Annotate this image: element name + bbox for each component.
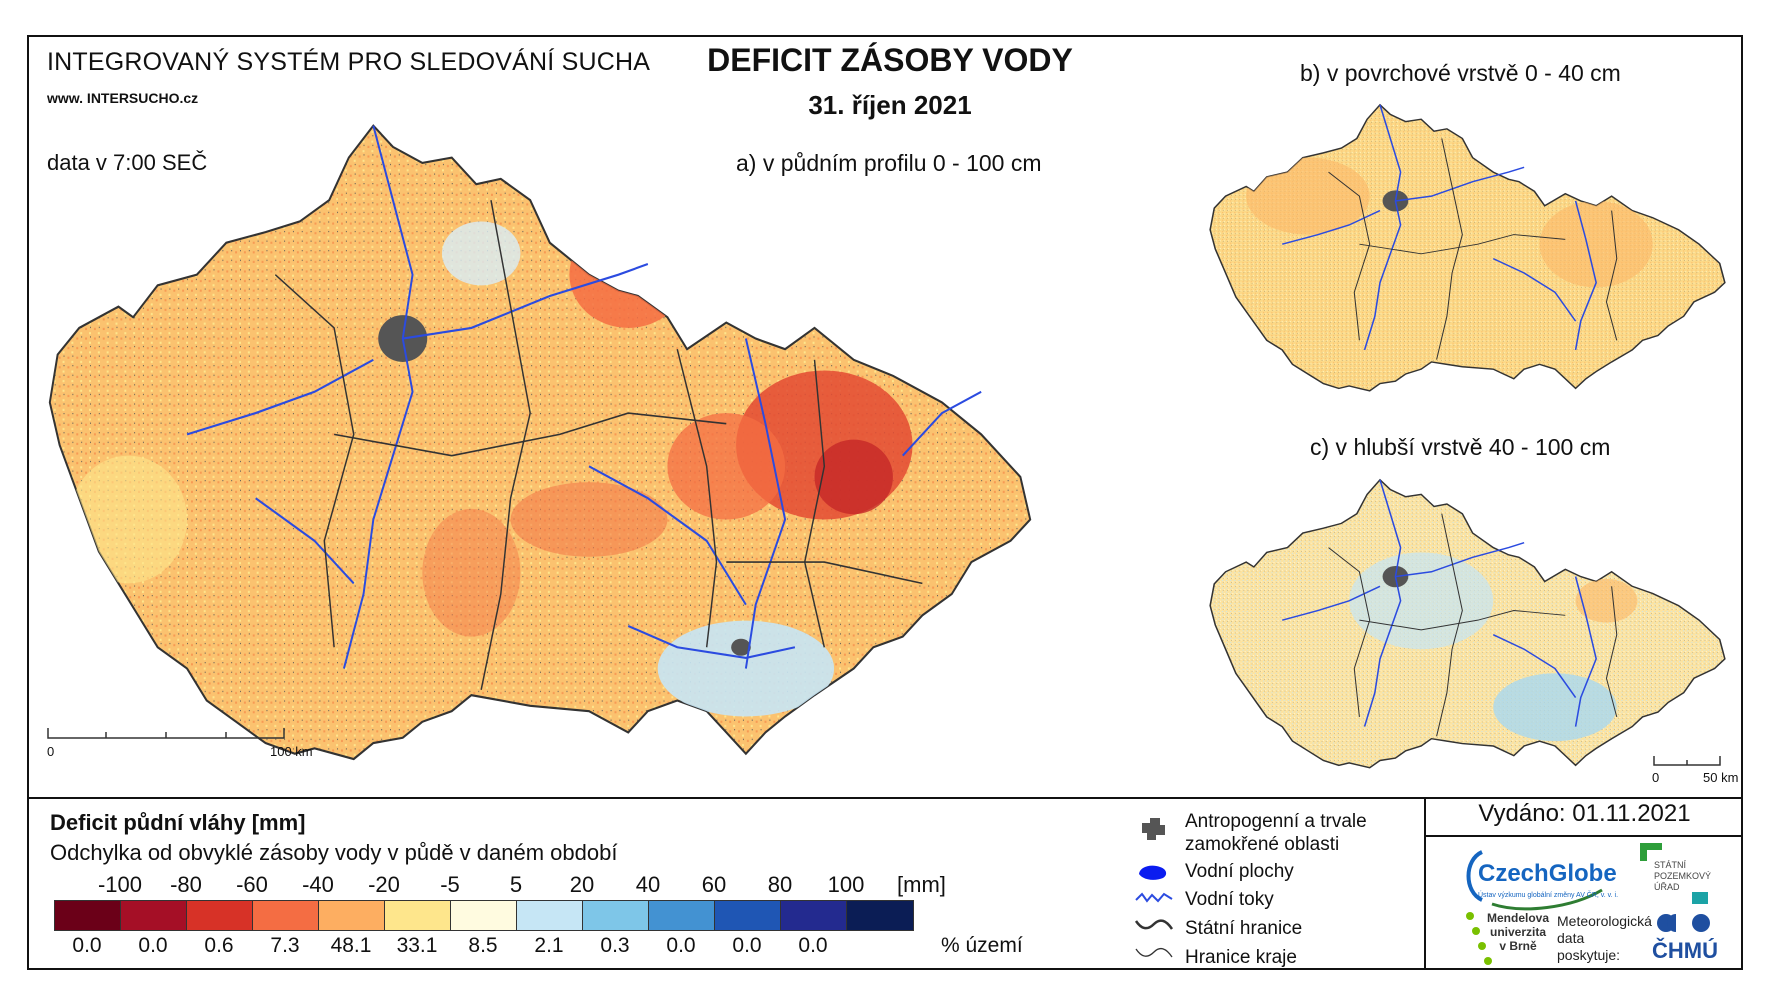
legend-tick-label: 40: [635, 872, 661, 897]
legend-colour-cell: [649, 901, 715, 930]
legend-colour-cell: [55, 901, 121, 930]
legend-title: Deficit půdní vláhy [mm]: [50, 810, 306, 835]
legend-percentage: 8.5: [468, 934, 498, 957]
meteo-line-3: poskytuje:: [1557, 947, 1621, 963]
issued-divider: [1424, 835, 1743, 837]
spu-line-1: STÁTNÍ: [1654, 860, 1687, 870]
legend-subtitle: Odchylka od obvyklé zásoby vody v půdě v…: [50, 840, 618, 865]
meteo-line-2: data: [1557, 930, 1585, 946]
region-border-icon: [1135, 947, 1173, 958]
legend-percentage: 2.1: [534, 934, 564, 957]
legend-colour-cell: [781, 901, 847, 930]
czechglobe-logo: [1466, 850, 1603, 911]
river-icon: [1135, 892, 1173, 903]
mendel-logo-icon: [1466, 912, 1492, 965]
legend-colour-cell: [385, 901, 451, 930]
legend-colour-cell: [253, 901, 319, 930]
spu-text: STÁTNÍ POZEMKOVÝ ÚŘAD: [1654, 860, 1711, 893]
legend-percentage: 0.0: [798, 934, 828, 957]
legend-tick-label: 20: [569, 872, 595, 897]
mendel-line-1: Mendelova: [1486, 911, 1549, 925]
chmu-logo-icon: [1657, 914, 1710, 932]
state-border-icon: [1134, 919, 1174, 930]
legend-tick-label: 60: [701, 872, 727, 897]
meteo-line-1: Meteorologická: [1557, 913, 1652, 929]
scale-main-end: 100 km: [270, 744, 313, 759]
legend-tick-label: -5: [440, 872, 460, 897]
legend-colour-cell: [715, 901, 781, 930]
scale-bar-main: [47, 728, 285, 739]
map-date: 31. říjen 2021: [808, 90, 972, 120]
czechglobe-subtitle: Ústav výzkumu globální změny AV ČR, v. v…: [1478, 892, 1619, 899]
legend-tick-label: 80: [767, 872, 793, 897]
legend-colour-cell: [187, 901, 253, 930]
map-b-label: b) v povrchové vrstvě 0 - 40 cm: [1300, 60, 1621, 86]
water-body-label: Vodní plochy: [1185, 861, 1294, 882]
legend-percentage: 33.1: [396, 934, 438, 957]
water-body-icon: [1139, 865, 1167, 880]
spu-logo: [1640, 843, 1662, 861]
mendel-line-2: univerzita: [1489, 925, 1546, 939]
page-title: DEFICIT ZÁSOBY VODY: [707, 42, 1073, 78]
legend-colour-cell: [517, 901, 583, 930]
scale-small-end: 50 km: [1703, 770, 1739, 785]
legend-tick-label: 5: [509, 872, 523, 897]
legend-tick-label: -60: [236, 872, 268, 897]
footer-divider: [1424, 797, 1426, 970]
anthropogenic-label: Antropogenní a trvale zamokřené oblasti: [1185, 811, 1367, 855]
website-link[interactable]: www. INTERSUCHO.cz: [47, 90, 199, 106]
state-border-label: Státní hranice: [1185, 918, 1303, 939]
map-c-label: c) v hlubší vrstvě 40 - 100 cm: [1310, 434, 1611, 460]
mendel-text: Mendelova univerzita v Brně: [1478, 911, 1558, 953]
legend-colour-cell: [583, 901, 649, 930]
legend-colour-bar: [54, 900, 914, 931]
map-b: [1209, 104, 1726, 392]
issued-date: Vydáno: 01.11.2021: [1478, 800, 1691, 827]
spu-line-2: POZEMKOVÝ: [1654, 871, 1712, 881]
legend-percentage: 48.1: [330, 934, 372, 957]
map-c: [1209, 479, 1726, 769]
spu-line-3: ÚŘAD: [1654, 882, 1680, 892]
legend-percentage: 0.6: [204, 934, 234, 957]
legend-colour-cell: [121, 901, 187, 930]
legend-tick-label: -80: [170, 872, 202, 897]
scale-main-start: 0: [47, 744, 55, 759]
legend-divider: [27, 797, 1743, 799]
legend-colour-cell: [319, 901, 385, 930]
legend-percentage: 0.0: [138, 934, 168, 957]
legend-colour-cell: [847, 901, 913, 930]
legend-tick-label: 100: [827, 872, 865, 897]
mendel-line-3: v Brně: [1499, 939, 1537, 953]
legend-unit: [mm]: [897, 872, 946, 897]
legend-tick-label: -20: [368, 872, 400, 897]
chmu-name: ČHMÚ: [1652, 938, 1718, 963]
legend-percentage: 0.0: [732, 934, 762, 957]
system-title: INTEGROVANÝ SYSTÉM PRO SLEDOVÁNÍ SUCHA: [47, 48, 651, 76]
percent-unit: % území: [941, 934, 1023, 957]
legend-percentage: 0.0: [666, 934, 696, 957]
scale-bar-small: [1653, 756, 1721, 766]
legend-percentage: 0.0: [72, 934, 102, 957]
data-time: data v 7:00 SEČ: [47, 150, 208, 175]
spu-mark-icon: [1692, 892, 1708, 904]
legend-tick-label: -40: [302, 872, 334, 897]
czechglobe-name: CzechGlobe: [1478, 860, 1617, 887]
anthropogenic-icon: [1142, 818, 1165, 840]
meteo-text: Meteorologická data poskytuje:: [1557, 913, 1652, 964]
river-label: Vodní toky: [1185, 889, 1274, 910]
region-border-label: Hranice kraje: [1185, 947, 1297, 968]
legend-percentage: 7.3: [270, 934, 300, 957]
legend-percentage: 0.3: [600, 934, 630, 957]
legend-colour-cell: [451, 901, 517, 930]
scale-small-start: 0: [1652, 770, 1660, 785]
legend-tick-label: -100: [97, 872, 143, 897]
legend-ticks: -100 -80 -60 -40 -20 -5 5 20 40 60 80 100 [mm]: [50, 872, 950, 898]
map-a: [48, 124, 1032, 761]
map-a-label: a) v půdním profilu 0 - 100 cm: [736, 150, 1042, 176]
